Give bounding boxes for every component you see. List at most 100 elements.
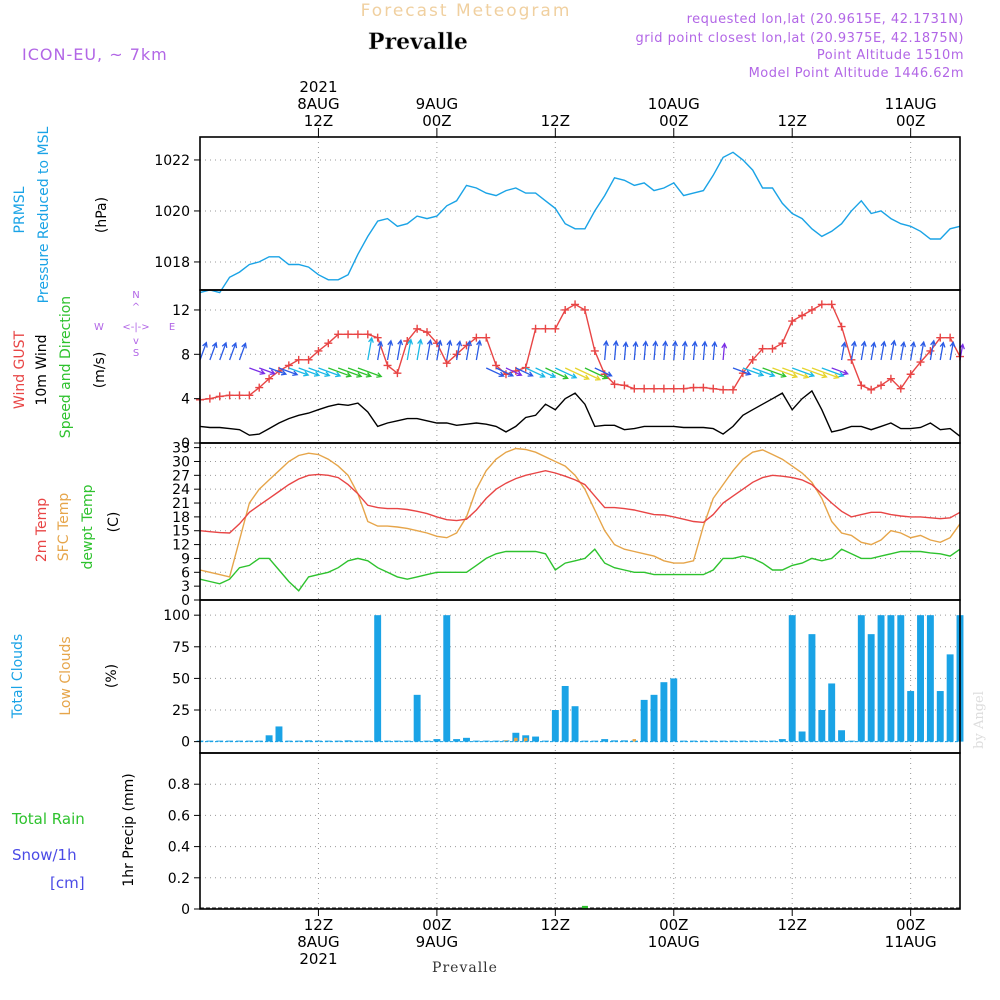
wind-arrow — [219, 341, 228, 361]
y-tick-label: 0.8 — [168, 777, 190, 793]
compass-w: W — [94, 322, 104, 333]
gust-marker — [719, 385, 728, 394]
gust-marker — [324, 339, 333, 348]
compass-up: ^ — [132, 302, 140, 313]
compass-down: v — [133, 336, 139, 347]
gust-marker — [353, 330, 362, 339]
wind-arrow — [762, 367, 787, 378]
gust-marker — [788, 317, 797, 326]
cloud-bar — [433, 739, 441, 742]
gust-marker — [620, 381, 629, 390]
wind-arrow — [308, 367, 331, 377]
y-tick-label: 0 — [181, 436, 190, 452]
cloud-bar — [581, 740, 589, 742]
y-tick-label: 0.6 — [168, 808, 190, 824]
gust-marker — [334, 330, 343, 339]
wind-arrow — [475, 339, 482, 361]
cloud-bar — [314, 740, 322, 742]
cloud-bar — [838, 730, 846, 742]
grid-layer — [200, 137, 960, 909]
tsfc-label: SFC Temp — [56, 493, 72, 562]
wind-arrow — [691, 340, 698, 361]
y-tick-label: 0.4 — [168, 840, 190, 856]
t2m-line — [199, 469, 961, 534]
wind-arrow — [515, 367, 534, 377]
wind10m-line — [199, 389, 961, 437]
wind-arrow — [446, 339, 453, 361]
compass-n: N — [132, 290, 139, 301]
time-label-top: 11AUG — [885, 95, 937, 113]
cloud-bar — [551, 710, 559, 742]
wind-arrow — [426, 338, 433, 361]
wind-arrow — [612, 339, 619, 361]
cloud-bar — [778, 739, 786, 742]
forecast-title: Forecast Meteogram — [361, 1, 572, 21]
cloud-bar — [413, 694, 421, 742]
cloud-bar — [877, 615, 885, 742]
wind-arrow — [622, 341, 629, 361]
sfc-temp-line — [199, 447, 961, 578]
gust-marker — [294, 355, 303, 364]
cloud-bar — [512, 732, 520, 742]
gust-marker — [689, 383, 698, 392]
gust-marker — [442, 359, 451, 368]
y-tick-label: 8 — [181, 347, 190, 363]
y-tick-label: 33 — [172, 441, 190, 457]
time-label-top: 00Z — [422, 112, 451, 130]
wind-arrow — [465, 339, 473, 361]
wind-arrow — [910, 341, 916, 361]
header: Forecast Meteogram Prevalle ICON-EU, ~ 7… — [22, 1, 987, 976]
cloud-bar — [699, 740, 707, 742]
cloud-bar — [887, 615, 895, 742]
cloud-bar — [443, 615, 451, 742]
cloud-bar — [620, 740, 628, 742]
cloud-bar — [245, 740, 253, 742]
cloud-bar — [571, 706, 579, 742]
panel-labels: PRMSL Pressure Reduced to MSL (hPa) Wind… — [10, 126, 175, 892]
wind-arrow — [396, 338, 404, 361]
location-title: Prevalle — [368, 29, 468, 55]
cloud-bar — [453, 739, 461, 742]
footer-location: Prevalle — [432, 960, 498, 976]
model-altitude: Model Point Altitude 1446.62m — [749, 66, 964, 81]
gust-marker — [205, 394, 214, 403]
gust-marker — [768, 344, 777, 353]
wind-arrow — [900, 341, 907, 361]
cloud-bar — [818, 710, 826, 742]
cloud-bar — [926, 615, 934, 742]
gust-marker — [778, 339, 787, 348]
cloud-bar — [334, 740, 342, 742]
wind-arrow — [238, 342, 247, 361]
gridpoint-coords: grid point closest lon,lat (20.9375E, 42… — [636, 31, 964, 46]
gust-marker — [225, 391, 234, 400]
snow-label: Snow/1h — [12, 846, 77, 864]
wind-arrow — [258, 367, 276, 376]
wind-arrow — [721, 342, 728, 361]
gust-marker — [709, 384, 718, 393]
compass-s: S — [133, 348, 139, 359]
gust-marker — [590, 346, 599, 355]
gust-marker — [521, 363, 530, 372]
time-label-bottom: 8AUG — [297, 933, 339, 951]
gust-marker — [265, 374, 274, 383]
y-tick-label: 25 — [172, 703, 190, 719]
compass-rose: N ^ W <-|-> E v S — [94, 290, 175, 359]
gust-marker — [363, 330, 372, 339]
cloud-bar — [236, 740, 243, 742]
wind-arrow — [386, 339, 394, 361]
wind-arrow — [672, 340, 678, 361]
cloud-bar — [788, 615, 796, 742]
gust-marker — [304, 355, 313, 364]
cloud-bar — [936, 691, 944, 742]
cloud-bar — [216, 740, 224, 742]
cloud-bar — [680, 740, 688, 742]
wind-arrow — [860, 340, 867, 361]
wind-arrow — [455, 340, 463, 361]
wind-arrow — [584, 367, 609, 380]
wind-unit: (m/s) — [92, 352, 108, 389]
cloud-bar — [917, 615, 924, 742]
dew-label: dewpt Temp — [80, 484, 96, 569]
gust-marker — [561, 305, 570, 314]
cloud-bar — [275, 726, 283, 742]
